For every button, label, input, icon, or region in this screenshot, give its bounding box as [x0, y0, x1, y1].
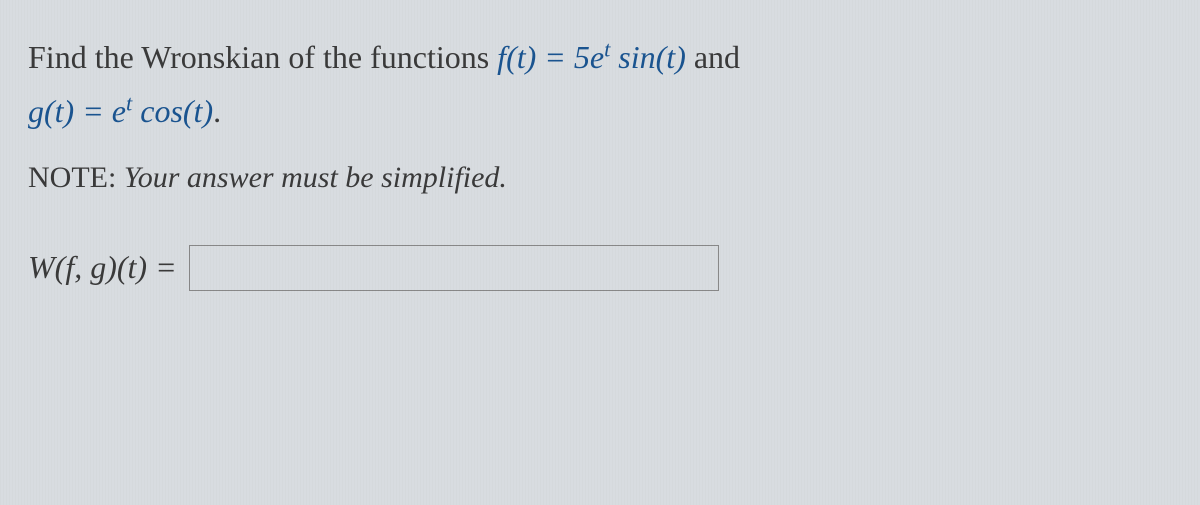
f-sin: sin — [610, 39, 655, 75]
f-arg: t — [517, 39, 526, 75]
problem-statement: Find the Wronskian of the functions f(t)… — [28, 30, 1172, 139]
g-period: . — [213, 93, 221, 129]
f-function: f(t) = 5et sin(t) — [497, 39, 686, 75]
w-equals: = — [147, 249, 177, 285]
answer-input[interactable] — [189, 245, 719, 291]
f-e: e — [590, 39, 604, 75]
g-paren-open: ( — [44, 93, 55, 129]
answer-row: W(f, g)(t) = — [28, 245, 1172, 291]
f-coef: 5 — [574, 39, 590, 75]
g-cos-open: ( — [183, 93, 194, 129]
note-text: NOTE: Your answer must be simplified. — [28, 161, 1172, 195]
f-paren-open: ( — [506, 39, 517, 75]
w-fg-open: ( — [55, 249, 66, 285]
w-g: g — [90, 249, 106, 285]
note-label: NOTE: — [28, 161, 116, 194]
f-sin-open: ( — [656, 39, 667, 75]
f-sin-close: ) — [675, 39, 686, 75]
f-sin-t: t — [666, 39, 675, 75]
note-body: Your answer must be simplified. — [116, 161, 507, 194]
f-paren-close-eq: ) = — [526, 39, 574, 75]
g-function: g(t) = et cos(t) — [28, 93, 213, 129]
w-t-open: ( — [117, 249, 128, 285]
g-label: g — [28, 93, 44, 129]
w-f: f — [65, 249, 74, 285]
w-fg-close: ) — [106, 249, 117, 285]
connector-and: and — [686, 39, 740, 75]
w-t-close: ) — [136, 249, 147, 285]
wronskian-label: W(f, g)(t) = — [28, 249, 177, 286]
g-cos: cos — [132, 93, 183, 129]
w-label: W — [28, 249, 55, 285]
problem-prefix: Find the Wronskian of the functions — [28, 39, 497, 75]
w-comma: , — [74, 249, 90, 285]
g-arg: t — [55, 93, 64, 129]
g-paren-close-eq: ) = — [64, 93, 112, 129]
f-label: f — [497, 39, 506, 75]
g-e: e — [112, 93, 126, 129]
g-cos-close: ) — [202, 93, 213, 129]
